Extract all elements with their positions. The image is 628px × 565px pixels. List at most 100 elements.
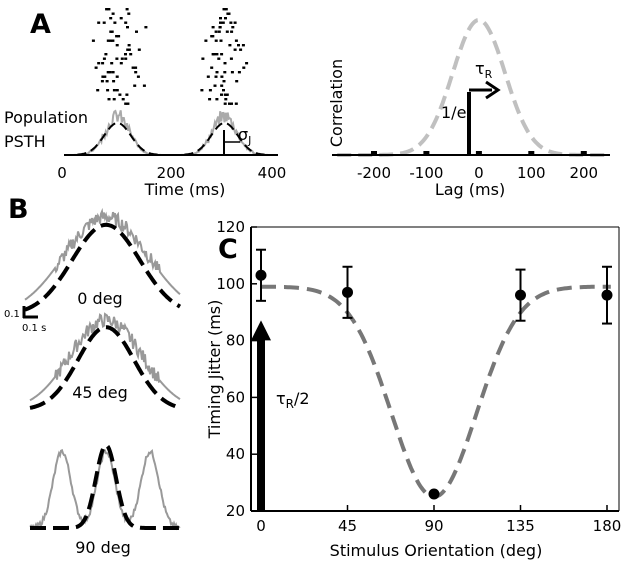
spike	[127, 12, 131, 15]
spike	[118, 93, 122, 96]
spike	[222, 80, 226, 83]
spike	[235, 80, 239, 83]
spike	[106, 39, 110, 42]
spike	[113, 21, 117, 24]
spike	[233, 48, 237, 51]
spike	[219, 17, 222, 20]
jitter-fit-curve	[261, 284, 611, 499]
spike	[234, 102, 238, 105]
psth-45-deg	[29, 312, 181, 402]
spike	[110, 30, 114, 33]
spike	[227, 12, 231, 15]
spike	[214, 39, 218, 42]
spike	[237, 44, 240, 47]
spike	[117, 35, 121, 38]
panel-label-a: A	[30, 9, 51, 40]
spike	[224, 98, 228, 101]
y-tick-label-c: 120	[216, 218, 245, 236]
tick-mark-a-right	[580, 151, 587, 156]
spike	[127, 48, 131, 51]
tick-label-a-right: -200	[357, 164, 391, 182]
spike	[97, 21, 101, 24]
spike	[242, 66, 246, 69]
tick-mark-a-right	[475, 151, 482, 156]
tick-label-a-right: 100	[517, 164, 546, 182]
tau-r-arrowhead	[485, 80, 501, 100]
spike	[126, 48, 130, 51]
spike	[107, 8, 111, 11]
psth-stack-panel: 0 deg 45 deg 90 deg 0.1 0.1 s	[4, 207, 182, 557]
spike	[133, 84, 137, 87]
spike	[105, 8, 109, 11]
spike	[144, 26, 148, 29]
spike	[210, 66, 214, 69]
xlabel-a-left: Time (ms)	[144, 180, 226, 199]
spike	[217, 57, 221, 60]
spike	[220, 75, 224, 78]
tick-label-a-right: 0	[474, 164, 484, 182]
correlation-ticks: -200 -100 0 100 200	[357, 151, 598, 182]
spike	[115, 35, 119, 38]
spike	[102, 21, 106, 24]
spike	[230, 71, 234, 74]
x-tick-label-c: 135	[506, 517, 535, 535]
psth-90-deg	[29, 448, 181, 531]
spike	[100, 80, 104, 83]
one-over-e-label: 1/e	[441, 103, 466, 122]
spike	[230, 30, 234, 33]
sigma-j-label: σJ	[238, 125, 251, 147]
tick-label-a-right: 200	[569, 164, 598, 182]
spike	[224, 17, 227, 20]
data-point	[601, 289, 613, 301]
correlation-panel: -200 -100 0 100 200 1/e τR Correlation Lag (…	[327, 17, 610, 199]
spike	[229, 21, 233, 24]
spike	[104, 53, 108, 56]
timing-jitter-panel: 20 40 60 80 100 120 0 45 90 135 180 τR/2 Timing Ji…	[205, 218, 621, 560]
spike	[125, 93, 129, 96]
correlation-curve	[337, 17, 607, 157]
spike	[127, 44, 131, 47]
spike	[110, 62, 114, 65]
spike	[219, 39, 223, 42]
spike	[106, 89, 110, 92]
psth-0-deg	[24, 207, 181, 301]
spike	[102, 57, 106, 60]
y-tick-label-c: 80	[226, 332, 245, 350]
tick-mark-a-right	[528, 151, 535, 156]
spike	[214, 30, 218, 33]
spike	[204, 39, 208, 42]
x-tick-label-c: 0	[256, 517, 266, 535]
spike	[111, 71, 115, 74]
spike	[91, 39, 95, 42]
spike	[107, 98, 111, 101]
spike	[228, 102, 231, 105]
spike	[222, 89, 225, 92]
spike	[125, 8, 129, 11]
tick-mark-a-right	[371, 151, 377, 156]
spike	[223, 102, 227, 105]
spike	[208, 89, 212, 92]
tau-r-half-arrowhead	[251, 320, 271, 341]
ylabel-c: Timing Jitter (ms)	[205, 300, 224, 440]
spike	[109, 39, 113, 42]
spike	[120, 57, 124, 60]
spike	[115, 75, 119, 78]
spike	[101, 75, 105, 78]
psth-label: PSTH	[4, 132, 46, 151]
spike	[115, 57, 119, 60]
spike	[225, 30, 229, 33]
spike	[208, 98, 212, 101]
y-tick-label-c: 40	[226, 445, 245, 463]
tick-mark-a-right	[423, 151, 430, 156]
spike	[233, 21, 237, 24]
data-point	[515, 289, 526, 301]
spike	[126, 26, 129, 29]
label-45-deg: 45 deg	[72, 383, 128, 402]
xlabel-c: Stimulus Orientation (deg)	[330, 541, 543, 560]
spike	[219, 21, 222, 24]
spike	[106, 71, 110, 74]
spike	[223, 93, 227, 96]
x-tick-label-c: 45	[338, 517, 357, 535]
